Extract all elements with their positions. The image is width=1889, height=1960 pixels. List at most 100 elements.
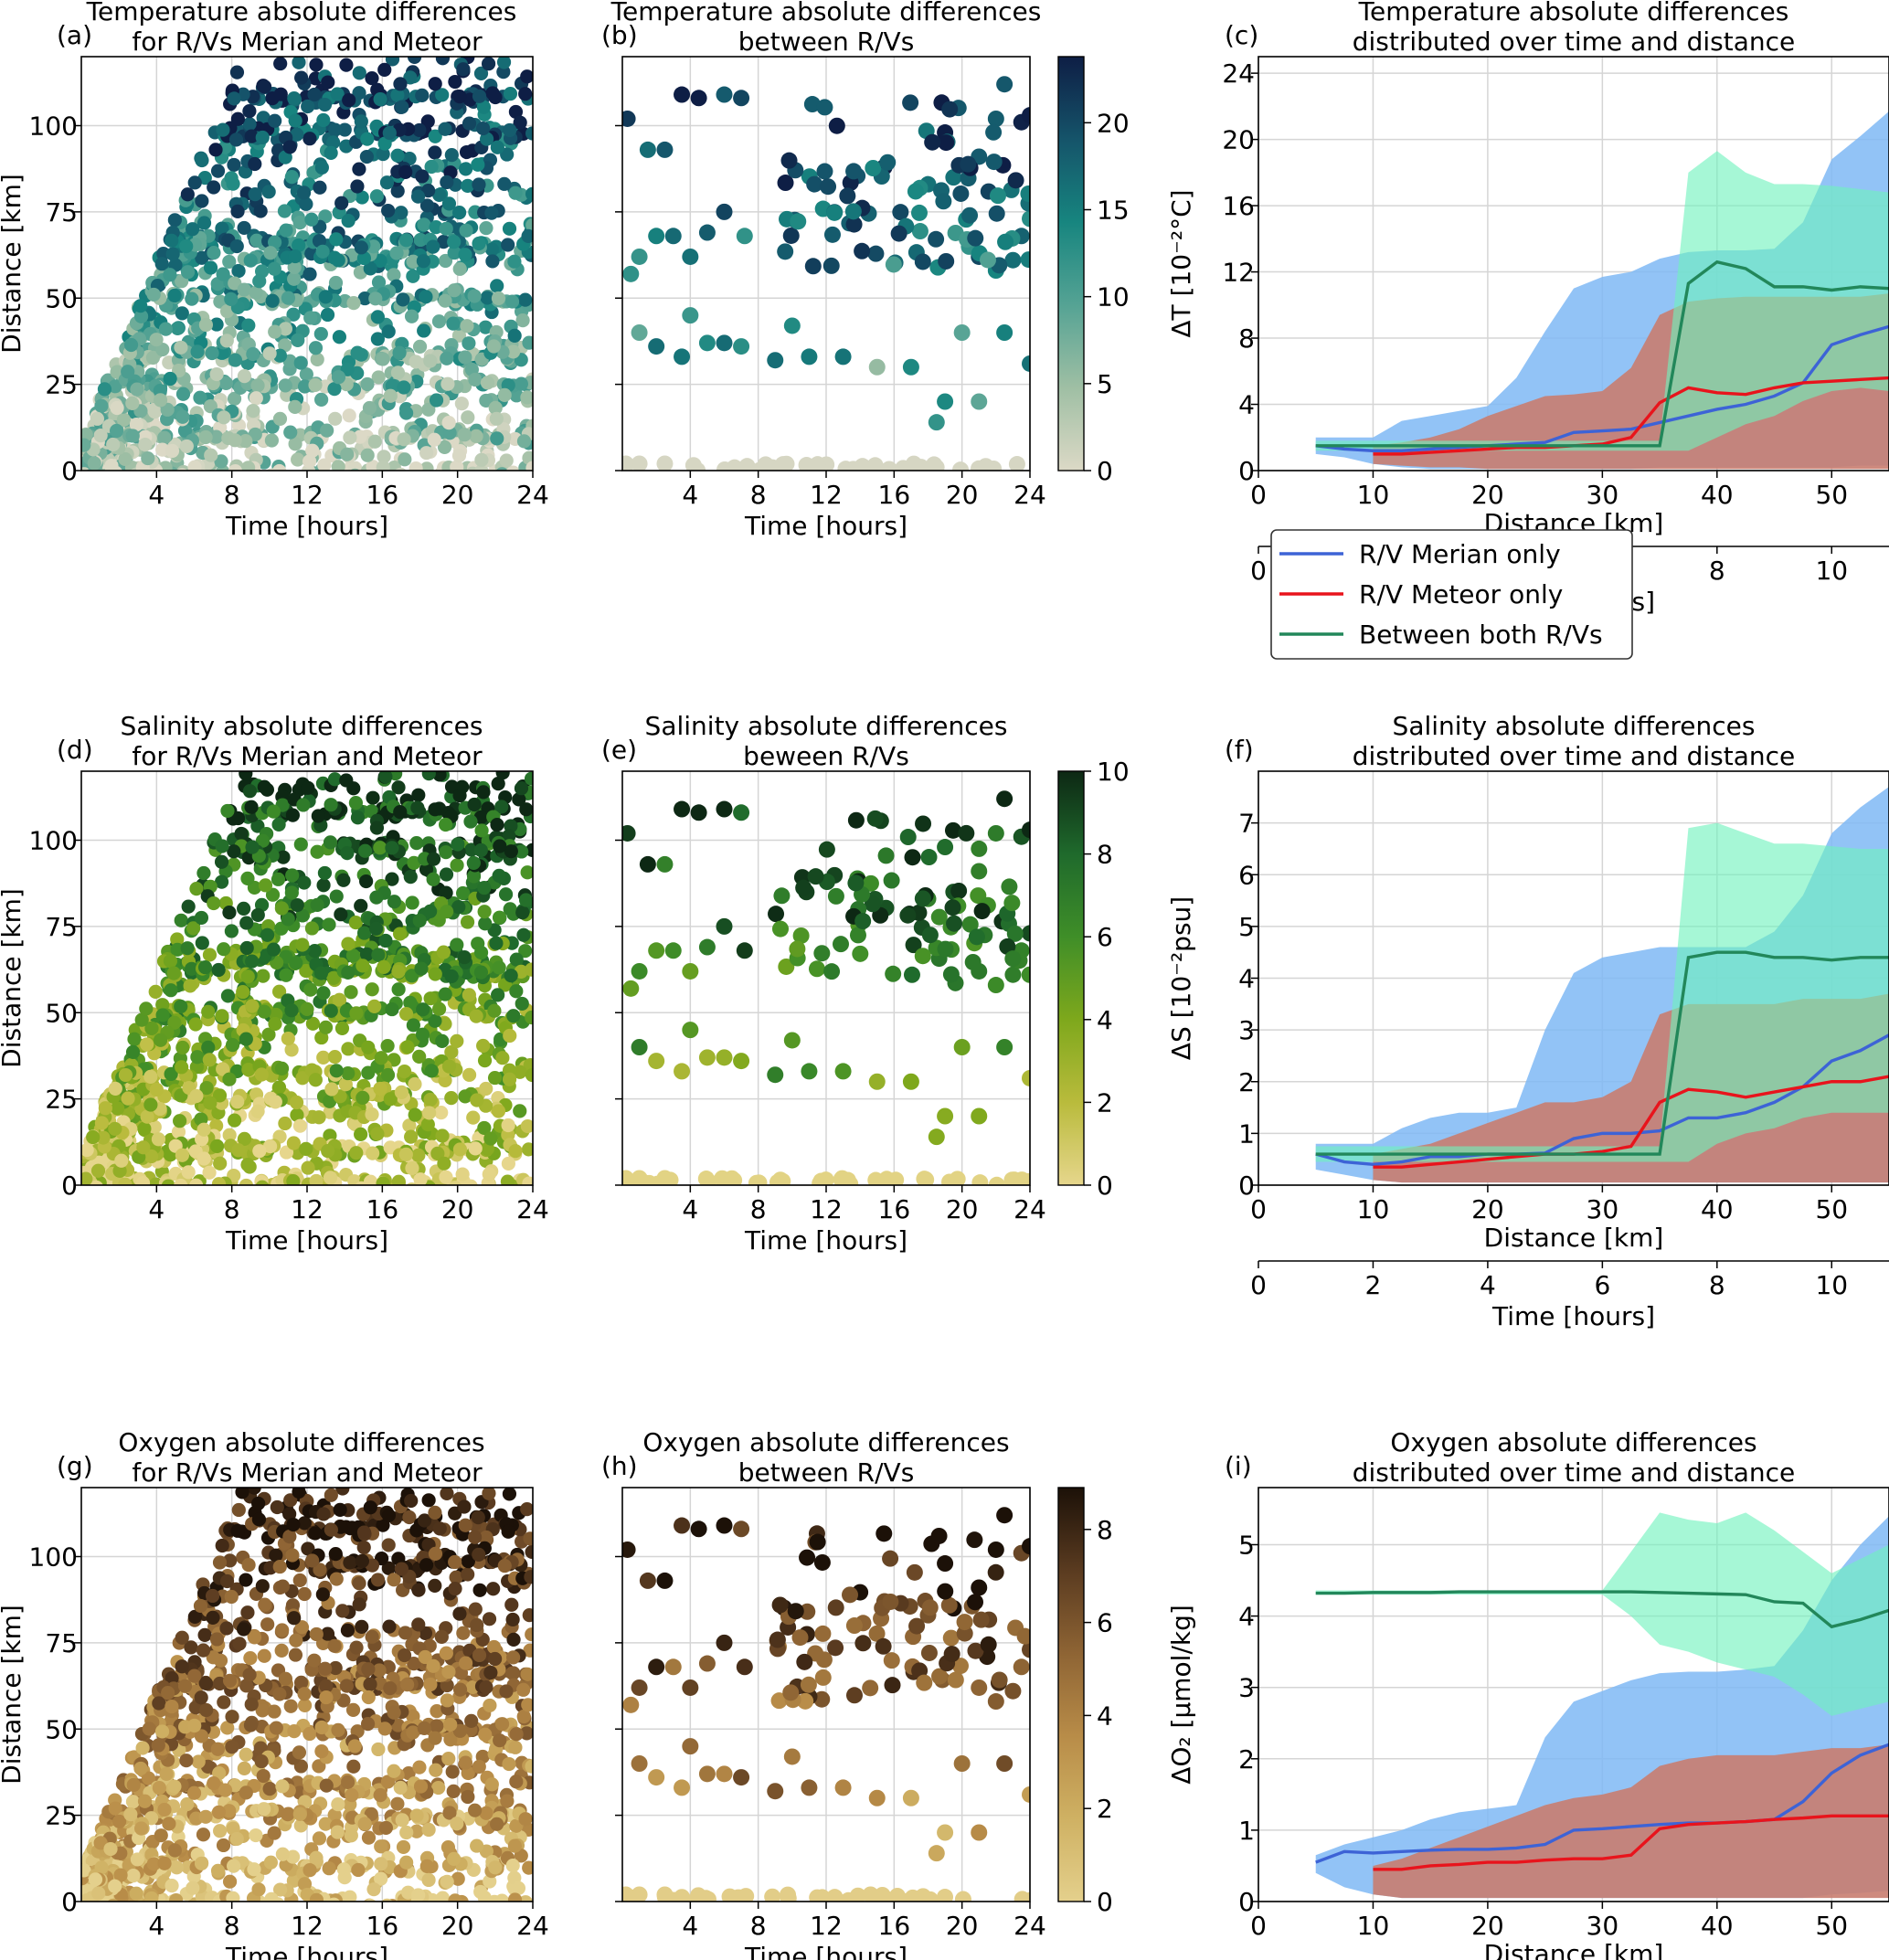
scatter-point <box>395 100 409 114</box>
scatter-point <box>716 917 733 935</box>
scatter-point <box>648 942 665 959</box>
scatter-point <box>374 1051 388 1065</box>
scatter-point <box>188 1017 203 1032</box>
scatter-point <box>175 1040 190 1055</box>
scatter-point <box>177 423 193 438</box>
scatter-point <box>244 800 259 814</box>
scatter-point <box>274 901 289 916</box>
panel-title-line2: distributed over time and distance <box>1353 26 1796 57</box>
scatter-point <box>199 1080 214 1096</box>
scatter-point <box>240 871 255 885</box>
scatter-point <box>211 1805 227 1819</box>
scatter-point <box>290 1107 304 1122</box>
scatter-point <box>801 1063 818 1080</box>
scatter-point <box>170 321 185 336</box>
scatter-point <box>214 454 228 469</box>
scatter-point <box>191 1754 206 1769</box>
scatter-point <box>409 1808 424 1823</box>
scatter-point <box>1020 185 1030 202</box>
scatter-point <box>281 291 296 305</box>
scatter-point <box>518 292 533 307</box>
scatter-point <box>504 294 520 309</box>
scatter-point <box>284 1043 299 1057</box>
panel-title-line1: Temperature absolute differences <box>610 0 1042 26</box>
scatter-point <box>331 1722 345 1737</box>
scatter-point <box>437 440 452 454</box>
scatter-point <box>406 254 420 269</box>
y-tick-label: 0 <box>1238 456 1255 486</box>
colorbar-tick-label: 8 <box>1097 840 1113 870</box>
scatter-point <box>421 1872 436 1888</box>
scatter-point <box>327 1050 343 1065</box>
scatter-point <box>421 1493 436 1508</box>
scatter-point <box>733 804 750 821</box>
scatter-point <box>911 223 929 240</box>
scatter-point <box>116 412 132 427</box>
scatter-point <box>914 253 931 270</box>
scatter-point <box>179 238 194 254</box>
scatter-point <box>287 91 302 106</box>
scatter-point <box>479 221 493 236</box>
scatter-point <box>622 460 633 471</box>
scatter-point <box>330 1825 345 1839</box>
scatter-point <box>921 927 939 944</box>
scatter-point <box>985 154 1003 171</box>
scatter-point <box>195 250 209 265</box>
scatter-point <box>440 1678 454 1693</box>
scatter-point <box>431 1780 446 1796</box>
scatter-point <box>333 1502 347 1517</box>
scatter-point <box>110 400 124 416</box>
scatter-point <box>748 1174 765 1185</box>
scatter-point <box>428 1013 442 1028</box>
x-tick-label: 20 <box>441 1194 474 1224</box>
scatter-point <box>780 152 798 169</box>
scatter-point <box>297 1877 313 1891</box>
scatter-point <box>249 391 263 406</box>
scatter-point <box>409 355 423 369</box>
between-range-band <box>1315 822 1889 1162</box>
scatter-point <box>639 855 656 873</box>
scatter-point <box>239 771 253 781</box>
scatter-point <box>716 334 733 352</box>
scatter-point <box>90 1163 106 1178</box>
scatter-point <box>313 966 329 980</box>
scatter-point <box>398 452 412 467</box>
scatter-point <box>924 133 941 151</box>
scatter-point <box>498 887 514 902</box>
scatter-point <box>405 969 419 983</box>
scatter-point <box>377 450 391 464</box>
scatter-point <box>325 135 341 150</box>
scatter-point <box>149 1082 164 1097</box>
scatter-point <box>227 1113 242 1128</box>
scatter-point <box>174 340 188 355</box>
scatter-point <box>320 307 335 323</box>
scatter-point <box>214 854 229 869</box>
y-tick-label: 100 <box>29 111 78 142</box>
scatter-point <box>434 1106 449 1120</box>
scatter-point <box>239 1032 253 1046</box>
scatter-point <box>423 991 438 1006</box>
scatter-point <box>241 1558 256 1573</box>
scatter-point <box>452 1606 467 1621</box>
scatter-point <box>167 1015 182 1030</box>
scatter-point <box>392 345 407 360</box>
scatter-point <box>370 310 385 324</box>
scatter-point <box>468 1141 483 1156</box>
scatter-point <box>447 283 462 298</box>
scatter-point <box>1001 878 1018 895</box>
scatter-point <box>468 1803 483 1817</box>
scatter-point <box>189 1178 204 1185</box>
scatter-point <box>421 402 436 417</box>
scatter-point <box>285 808 301 822</box>
scatter-point <box>239 916 254 930</box>
scatter-point <box>292 1573 307 1588</box>
scatter-point <box>108 1121 122 1136</box>
scatter-point <box>354 1127 368 1141</box>
scatter-point <box>807 868 824 885</box>
scatter-point <box>275 1847 290 1861</box>
scatter-point <box>289 956 303 970</box>
scatter-point <box>292 1118 308 1133</box>
x-axis-label: Time [hours] <box>744 1225 907 1255</box>
scatter-point <box>112 1163 127 1178</box>
